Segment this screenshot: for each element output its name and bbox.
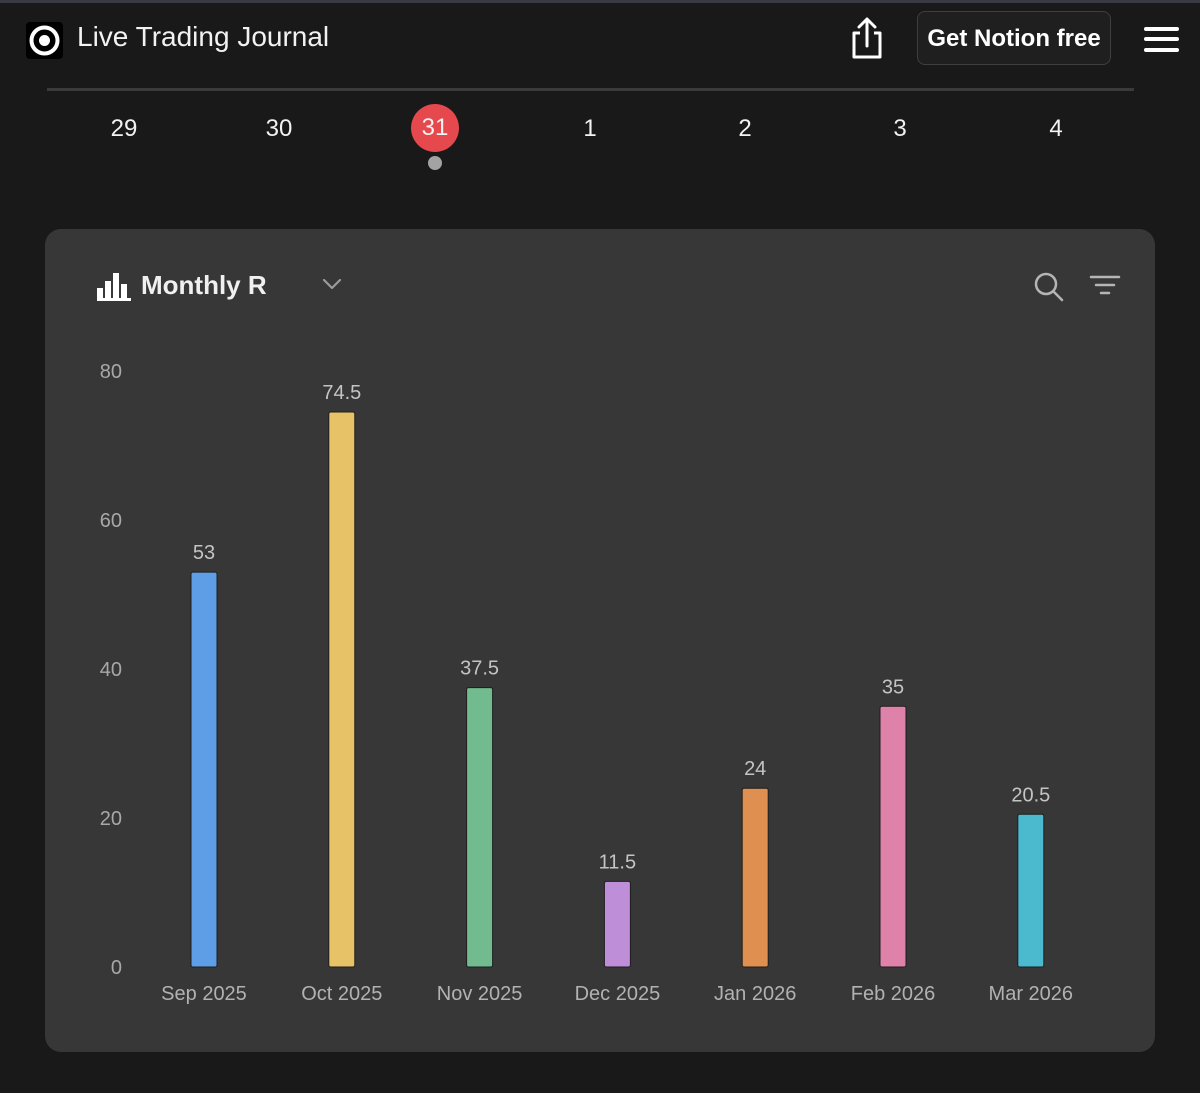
x-axis-category-label: Nov 2025 xyxy=(437,983,523,1005)
share-icon xyxy=(852,17,882,59)
x-axis-category-label: Sep 2025 xyxy=(161,983,247,1005)
chart-title: Monthly R xyxy=(141,270,267,300)
bar-value-label: 53 xyxy=(193,542,215,564)
monthly-r-bar-chart: 0 20 40 60 80 53 Sep 2025 74.5 Oct 2025 37.5 Nov 2… xyxy=(100,361,1074,1005)
menu-button[interactable] xyxy=(1142,23,1182,55)
calendar-day[interactable]: 1 xyxy=(583,115,597,142)
bar-value-label: 11.5 xyxy=(599,851,636,873)
event-indicator-dot xyxy=(428,156,442,170)
bar-value-label: 24 xyxy=(744,758,766,780)
chart-bar xyxy=(328,411,356,968)
top-bar: Live Trading Journal Get Notion free xyxy=(0,3,1200,75)
search-icon xyxy=(1034,272,1064,302)
bar-value-label: 37.5 xyxy=(460,658,499,680)
chart-bar xyxy=(879,705,907,968)
calendar-day[interactable]: 3 xyxy=(893,115,907,142)
chart-bar xyxy=(741,787,769,968)
search-button[interactable] xyxy=(1033,271,1065,303)
get-notion-free-button[interactable]: Get Notion free xyxy=(917,11,1111,65)
y-axis-tick-label: 60 xyxy=(100,510,122,532)
chart-bar xyxy=(1017,813,1045,968)
target-logo-icon[interactable] xyxy=(26,22,63,59)
bar-value-label: 20.5 xyxy=(1011,784,1050,806)
menu-icon-bar xyxy=(1144,37,1179,41)
page-title: Live Trading Journal xyxy=(77,21,330,52)
x-axis-category-label: Mar 2026 xyxy=(989,983,1074,1005)
x-axis-category-label: Dec 2025 xyxy=(575,983,661,1005)
y-axis-tick-label: 20 xyxy=(100,808,122,830)
chart-bar xyxy=(466,687,494,968)
calendar-day[interactable]: 2 xyxy=(738,115,752,142)
chart-bar xyxy=(603,880,631,968)
y-axis-tick-label: 40 xyxy=(100,659,122,681)
bar-value-label: 35 xyxy=(882,676,904,698)
y-axis-tick-label: 0 xyxy=(111,957,122,979)
chevron-down-icon xyxy=(322,278,342,290)
x-axis-category-label: Oct 2025 xyxy=(301,983,382,1005)
filter-icon xyxy=(1089,275,1121,295)
bar-value-label: 74.5 xyxy=(322,382,361,404)
calendar-day[interactable]: 4 xyxy=(1049,115,1063,142)
menu-icon xyxy=(1144,27,1179,31)
menu-icon-bar xyxy=(1144,48,1179,52)
x-axis-category-label: Feb 2026 xyxy=(851,983,936,1005)
bar-chart-icon xyxy=(97,273,131,301)
calendar-day[interactable]: 30 xyxy=(265,115,293,142)
y-axis-tick-label: 80 xyxy=(100,361,122,383)
x-axis-category-label: Jan 2026 xyxy=(714,983,796,1005)
chart-view-card: Monthly R 0 20 40 60 80 53 Sep 2025 74.5 Oct 202… xyxy=(45,229,1155,1052)
calendar-day[interactable]: 29 xyxy=(110,115,138,142)
share-button[interactable] xyxy=(846,16,888,60)
window-top-edge xyxy=(0,0,1200,3)
calendar-day-today[interactable]: 31 xyxy=(411,104,459,152)
filter-button[interactable] xyxy=(1089,273,1121,301)
chart-bar xyxy=(190,571,218,968)
calendar-divider xyxy=(47,88,1134,91)
